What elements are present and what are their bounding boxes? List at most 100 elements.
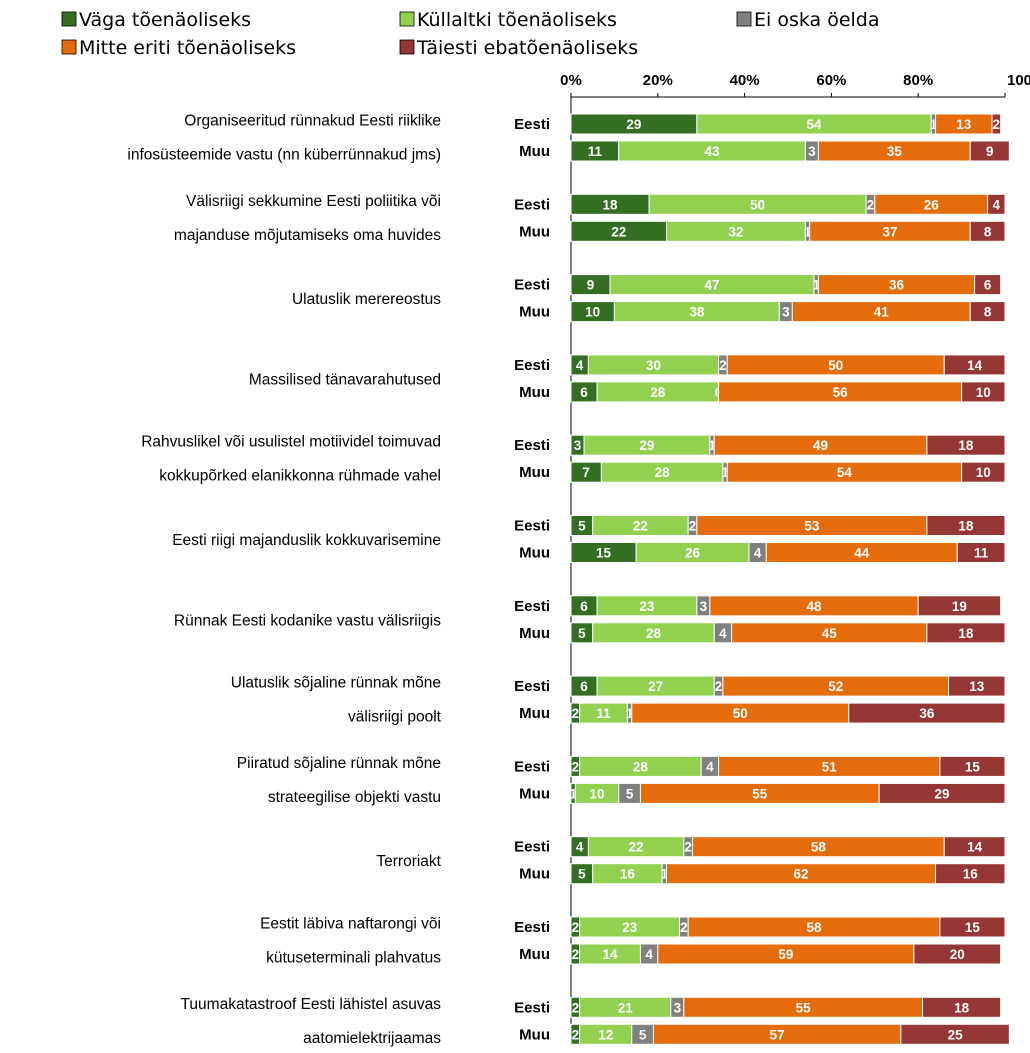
x-axis: 0% 20% 40% 60% 80% 100% [560, 72, 1030, 1045]
data-label: 5 [578, 626, 586, 641]
group-label: Eesti [514, 758, 550, 775]
data-label: 37 [882, 224, 897, 239]
bar-segment [991, 113, 1002, 135]
data-label: 21 [618, 1000, 634, 1015]
data-label: 23 [622, 920, 638, 935]
data-label: 2 [719, 358, 727, 373]
data-label: 58 [807, 920, 823, 935]
category-label: välisriigi poolt [348, 709, 442, 726]
category-label: Tuumakatastroof Eesti lähistel asuvas [181, 996, 442, 1013]
bar-segment [943, 354, 1006, 376]
data-label: 5 [578, 867, 586, 882]
group-label: Muu [519, 545, 550, 562]
data-label: 28 [633, 759, 649, 774]
data-label: 62 [794, 867, 809, 882]
group-label: Muu [519, 384, 550, 401]
data-label: 44 [854, 546, 870, 561]
data-label: 32 [728, 224, 743, 239]
category-label: Ulatuslik merereostus [292, 291, 441, 308]
group-label: Muu [519, 304, 550, 321]
data-label: 52 [828, 679, 843, 694]
bars: 29 54 1 13 211 43 3 35 918 50 2 26 422 32 1 37 89 47 1 36 61… [569, 113, 1010, 1045]
data-label: 6 [580, 385, 588, 400]
data-label: 13 [956, 117, 972, 132]
data-label: 50 [733, 706, 748, 721]
data-label: 3 [808, 144, 816, 159]
data-label: 18 [958, 438, 974, 453]
bar-segment [913, 943, 1002, 965]
data-label: 9 [986, 144, 994, 159]
data-label: 18 [958, 519, 974, 534]
data-label: 2 [867, 197, 875, 212]
data-label: 47 [705, 278, 720, 293]
data-label: 5 [626, 786, 634, 801]
group-label: Muu [519, 705, 550, 722]
data-label: 10 [976, 465, 991, 480]
legend-label: Küllaltki tõenäoliseks [417, 9, 617, 31]
data-label: 41 [874, 305, 890, 320]
data-label: 13 [969, 679, 985, 694]
data-label: 15 [596, 546, 612, 561]
category-label: kütuseterminali plahvatus [266, 950, 441, 967]
data-label: 4 [576, 840, 584, 855]
data-label: 6 [580, 599, 588, 614]
data-label: 1 [626, 706, 634, 721]
data-label: 3 [782, 305, 790, 320]
x-tick-label: 80% [903, 72, 933, 89]
data-label: 11 [596, 706, 611, 721]
group-label: Eesti [514, 277, 550, 294]
x-tick-label: 20% [643, 72, 673, 89]
data-label: 2 [572, 1027, 580, 1042]
data-label: 27 [648, 679, 663, 694]
legend-item: Täiesti ebatõenäoliseks [399, 37, 638, 59]
bar-segment [961, 461, 1006, 483]
group-label: Eesti [514, 357, 550, 374]
category-label: Rünnak Eesti kodanike vastu välisriigis [174, 612, 441, 629]
data-label: 1 [661, 867, 669, 882]
data-label: 28 [650, 385, 666, 400]
data-label: 50 [828, 358, 843, 373]
data-label: 29 [639, 438, 654, 453]
data-label: 58 [811, 840, 827, 855]
data-label: 29 [626, 117, 641, 132]
group-label: Eesti [514, 598, 550, 615]
data-label: 2 [572, 947, 580, 962]
bar-segment [969, 140, 1010, 162]
data-label: 28 [655, 465, 671, 480]
data-label: 53 [804, 519, 820, 534]
x-tick-label: 0% [560, 72, 582, 89]
legend-swatch [399, 39, 415, 55]
bar-segment [922, 996, 1002, 1018]
group-label: Muu [519, 223, 550, 240]
bar-segment [917, 595, 1002, 617]
data-label: 1 [812, 278, 820, 293]
group-label: Eesti [514, 919, 550, 936]
data-label: 14 [967, 358, 983, 373]
data-label: 36 [889, 278, 905, 293]
data-label: 19 [952, 599, 967, 614]
bar-segment [974, 274, 1002, 296]
data-label: 55 [752, 786, 768, 801]
data-label: 4 [754, 546, 762, 561]
data-label: 14 [603, 947, 619, 962]
category-label: Organiseeritud rünnakud Eesti riiklike [184, 113, 441, 130]
group-label: Muu [519, 946, 550, 963]
data-label: 6 [984, 278, 992, 293]
data-label: 51 [822, 759, 838, 774]
category-label: Eestit läbiva naftarongi või [260, 916, 441, 933]
data-label: 49 [813, 438, 828, 453]
data-label: 57 [770, 1027, 785, 1042]
bar-segment [943, 836, 1006, 858]
bar-segment [961, 381, 1006, 403]
data-label: 45 [822, 626, 838, 641]
data-label: 43 [705, 144, 721, 159]
x-tick-label: 100% [1007, 72, 1030, 89]
x-tick-label: 60% [816, 72, 846, 89]
data-label: 8 [984, 224, 992, 239]
data-label: 3 [700, 599, 708, 614]
data-label: 20 [950, 947, 965, 962]
group-label: Muu [519, 785, 550, 802]
data-label: 54 [807, 117, 823, 132]
data-label: 48 [807, 599, 823, 614]
